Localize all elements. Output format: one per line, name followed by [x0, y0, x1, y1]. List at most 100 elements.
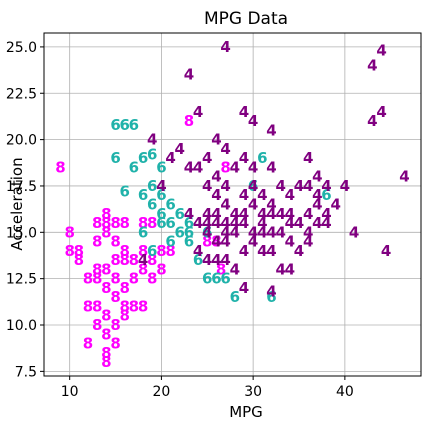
data-point-cyl-6: 6: [147, 242, 157, 260]
data-point-cyl-4: 4: [294, 242, 304, 260]
data-point-cyl-4: 4: [239, 279, 249, 297]
data-point-cyl-8: 8: [138, 242, 148, 260]
data-point-cyl-4: 4: [248, 158, 258, 176]
data-point-cyl-8: 8: [138, 260, 148, 278]
data-point-cyl-8: 8: [92, 260, 102, 278]
data-point-cyl-6: 6: [110, 116, 120, 134]
data-point-cyl-4: 4: [220, 251, 230, 269]
data-point-cyl-6: 6: [184, 233, 194, 251]
data-point-cyl-8: 8: [83, 297, 93, 315]
data-point-cyl-8: 8: [110, 316, 120, 334]
data-point-cyl-4: 4: [147, 131, 157, 149]
data-point-cyl-6: 6: [147, 196, 157, 214]
data-point-cyl-4: 4: [257, 186, 267, 204]
data-point-cyl-8: 8: [101, 353, 111, 371]
data-point-cyl-4: 4: [285, 205, 295, 223]
data-point-cyl-4: 4: [202, 177, 212, 195]
data-point-cyl-4: 4: [266, 283, 276, 301]
data-point-cyl-4: 4: [257, 242, 267, 260]
y-tick-label: 10.0: [6, 318, 37, 334]
data-point-cyl-6: 6: [129, 158, 139, 176]
data-point-cyl-4: 4: [257, 205, 267, 223]
data-point-cyl-4: 4: [239, 149, 249, 167]
data-point-cyl-6: 6: [193, 251, 203, 269]
data-point-cyl-8: 8: [101, 325, 111, 343]
x-tick-label: 40: [336, 384, 354, 400]
data-point-cyl-8: 8: [92, 270, 102, 288]
data-point-cyl-4: 4: [248, 196, 258, 214]
data-point-cyl-8: 8: [120, 279, 130, 297]
data-point-cyl-8: 8: [101, 205, 111, 223]
data-point-cyl-4: 4: [211, 251, 221, 269]
data-point-cyl-4: 4: [257, 214, 267, 232]
data-point-cyl-8: 8: [156, 242, 166, 260]
data-point-cyl-4: 4: [275, 260, 285, 278]
data-point-cyl-4: 4: [266, 223, 276, 241]
y-tick-label: 12.5: [6, 272, 37, 288]
data-point-cyl-4: 4: [367, 112, 377, 130]
data-point-cyl-8: 8: [92, 214, 102, 232]
data-point-cyl-8: 8: [83, 270, 93, 288]
data-point-cyl-4: 4: [303, 233, 313, 251]
data-point-cyl-8: 8: [129, 270, 139, 288]
data-point-cyl-6: 6: [156, 186, 166, 204]
data-point-cyl-8: 8: [101, 307, 111, 325]
y-tick-label: 20.0: [6, 133, 37, 149]
data-point-cyl-8: 8: [101, 279, 111, 297]
data-point-cyl-4: 4: [156, 177, 166, 195]
data-point-cyl-8: 8: [83, 335, 93, 353]
data-point-cyl-6: 6: [138, 186, 148, 204]
data-point-cyl-8: 8: [138, 214, 148, 232]
data-point-cyl-4: 4: [330, 196, 340, 214]
data-point-cyl-6: 6: [138, 149, 148, 167]
data-point-cyl-4: 4: [165, 149, 175, 167]
data-point-cyl-8: 8: [120, 251, 130, 269]
data-point-cyl-4: 4: [376, 42, 386, 60]
data-point-cyl-4: 4: [275, 205, 285, 223]
data-point-cyl-4: 4: [220, 233, 230, 251]
data-point-cyl-4: 4: [312, 214, 322, 232]
data-points: 8888888888888888888888888888888888888888…: [55, 38, 409, 371]
data-point-cyl-8: 8: [110, 251, 120, 269]
data-point-cyl-4: 4: [230, 223, 240, 241]
data-point-cyl-4: 4: [248, 233, 258, 251]
data-point-cyl-8: 8: [165, 242, 175, 260]
data-point-cyl-8: 8: [138, 297, 148, 315]
data-point-cyl-4: 4: [193, 158, 203, 176]
data-point-cyl-4: 4: [248, 112, 258, 130]
data-point-cyl-6: 6: [129, 116, 139, 134]
data-point-cyl-4: 4: [285, 233, 295, 251]
data-point-cyl-8: 8: [110, 270, 120, 288]
data-point-cyl-8: 8: [64, 242, 74, 260]
data-point-cyl-6: 6: [156, 205, 166, 223]
data-point-cyl-6: 6: [248, 177, 258, 195]
y-tick-label: 25.0: [6, 40, 37, 56]
y-tick-label: 22.5: [6, 86, 37, 102]
data-point-cyl-4: 4: [220, 223, 230, 241]
plot-frame: [43, 32, 422, 377]
data-point-cyl-8: 8: [55, 158, 65, 176]
y-axis-label: Acceleration: [8, 157, 26, 250]
data-point-cyl-6: 6: [321, 186, 331, 204]
data-point-cyl-4: 4: [230, 158, 240, 176]
data-point-cyl-4: 4: [202, 149, 212, 167]
data-point-cyl-4: 4: [275, 223, 285, 241]
data-point-cyl-8: 8: [110, 233, 120, 251]
x-axis-label: MPG: [229, 403, 263, 421]
data-point-cyl-6: 6: [138, 223, 148, 241]
data-point-cyl-4: 4: [303, 177, 313, 195]
data-point-cyl-4: 4: [285, 214, 295, 232]
data-point-cyl-8: 8: [147, 251, 157, 269]
data-point-cyl-6: 6: [266, 288, 276, 306]
data-point-cyl-4: 4: [321, 214, 331, 232]
data-point-cyl-6: 6: [165, 233, 175, 251]
data-point-cyl-6: 6: [211, 270, 221, 288]
data-point-cyl-4: 4: [266, 196, 276, 214]
y-tick-label: 7.5: [15, 364, 37, 380]
data-point-cyl-4: 4: [312, 196, 322, 214]
data-point-cyl-8: 8: [101, 223, 111, 241]
data-point-cyl-4: 4: [285, 186, 295, 204]
data-point-cyl-4: 4: [211, 168, 221, 186]
